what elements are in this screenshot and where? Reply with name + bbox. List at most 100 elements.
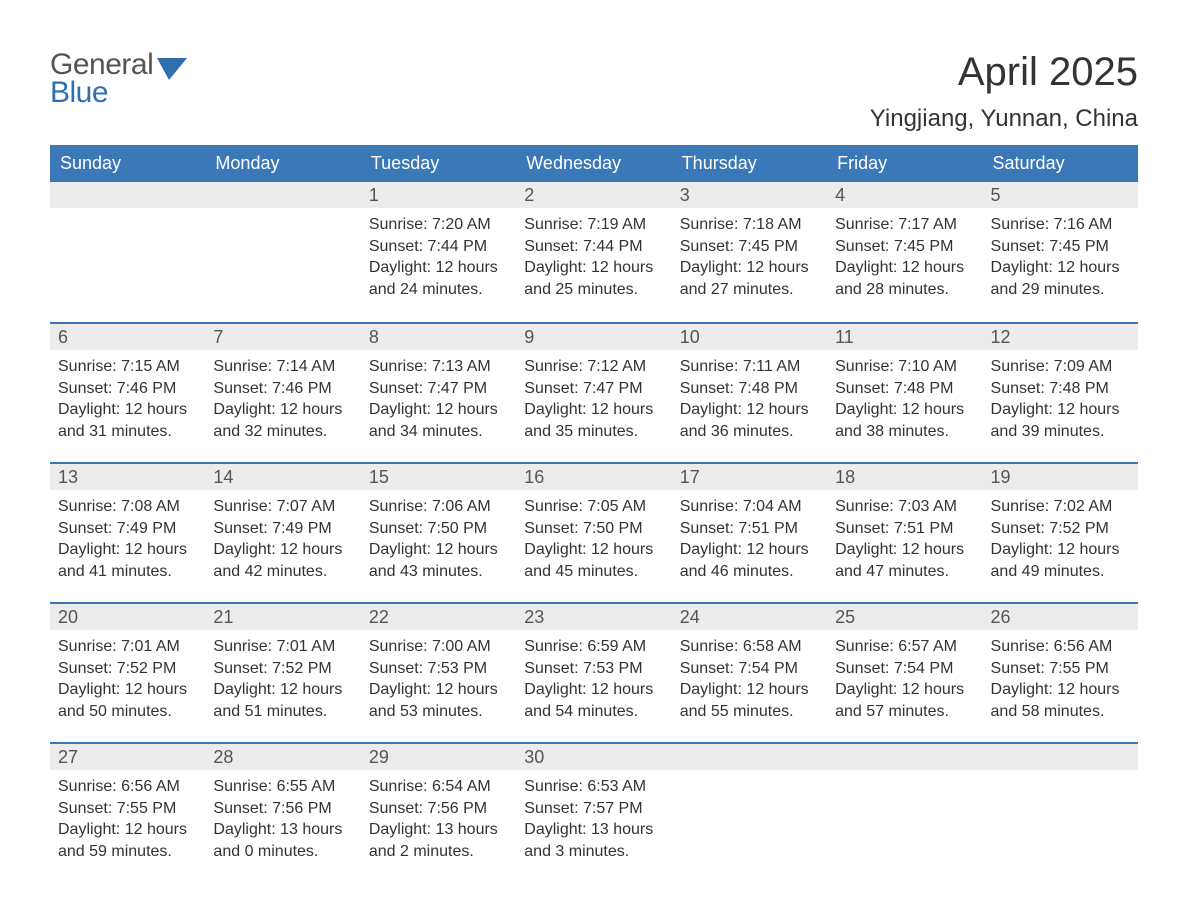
- day-sunset: Sunset: 7:47 PM: [369, 378, 508, 400]
- day-number: 23: [516, 604, 671, 630]
- day-body: Sunrise: 6:56 AMSunset: 7:55 PMDaylight:…: [983, 630, 1138, 738]
- calendar-cell: 20Sunrise: 7:01 AMSunset: 7:52 PMDayligh…: [50, 604, 205, 742]
- day-dl2: and 34 minutes.: [369, 421, 508, 443]
- day-dl2: and 51 minutes.: [213, 701, 352, 723]
- day-number: 13: [50, 464, 205, 490]
- day-body: Sunrise: 7:15 AMSunset: 7:46 PMDaylight:…: [50, 350, 205, 458]
- day-number: 10: [672, 324, 827, 350]
- calendar-cell: 9Sunrise: 7:12 AMSunset: 7:47 PMDaylight…: [516, 324, 671, 462]
- day-sunset: Sunset: 7:44 PM: [369, 236, 508, 258]
- day-dl2: and 25 minutes.: [524, 279, 663, 301]
- calendar-week: 27Sunrise: 6:56 AMSunset: 7:55 PMDayligh…: [50, 742, 1138, 882]
- day-dl1: Daylight: 12 hours: [524, 257, 663, 279]
- day-sunrise: Sunrise: 7:15 AM: [58, 356, 197, 378]
- weekday-col-wed: Wednesday: [516, 145, 671, 182]
- calendar-cell: 3Sunrise: 7:18 AMSunset: 7:45 PMDaylight…: [672, 182, 827, 322]
- day-body: Sunrise: 6:56 AMSunset: 7:55 PMDaylight:…: [50, 770, 205, 878]
- day-body: Sunrise: 7:07 AMSunset: 7:49 PMDaylight:…: [205, 490, 360, 598]
- day-number: 5: [983, 182, 1138, 208]
- day-sunrise: Sunrise: 7:18 AM: [680, 214, 819, 236]
- day-dl1: Daylight: 12 hours: [680, 539, 819, 561]
- calendar-cell: 2Sunrise: 7:19 AMSunset: 7:44 PMDaylight…: [516, 182, 671, 322]
- day-number: 16: [516, 464, 671, 490]
- calendar-cell-blank: [827, 744, 982, 882]
- weekday-col-fri: Friday: [827, 145, 982, 182]
- day-body: Sunrise: 7:03 AMSunset: 7:51 PMDaylight:…: [827, 490, 982, 598]
- day-sunset: Sunset: 7:49 PM: [58, 518, 197, 540]
- weekday-col-tue: Tuesday: [361, 145, 516, 182]
- day-dl1: Daylight: 12 hours: [58, 399, 197, 421]
- day-number: 3: [672, 182, 827, 208]
- day-number: 20: [50, 604, 205, 630]
- day-body: Sunrise: 6:58 AMSunset: 7:54 PMDaylight:…: [672, 630, 827, 738]
- day-body: Sunrise: 7:18 AMSunset: 7:45 PMDaylight:…: [672, 208, 827, 316]
- day-body: Sunrise: 7:16 AMSunset: 7:45 PMDaylight:…: [983, 208, 1138, 316]
- day-number: [672, 744, 827, 770]
- day-body: [827, 770, 982, 792]
- day-dl1: Daylight: 12 hours: [524, 399, 663, 421]
- day-dl2: and 59 minutes.: [58, 841, 197, 863]
- day-sunset: Sunset: 7:56 PM: [369, 798, 508, 820]
- calendar-grid: Sunday Monday Tuesday Wednesday Thursday…: [50, 145, 1138, 882]
- day-number: 18: [827, 464, 982, 490]
- day-dl2: and 53 minutes.: [369, 701, 508, 723]
- day-sunrise: Sunrise: 7:03 AM: [835, 496, 974, 518]
- weekday-col-mon: Monday: [205, 145, 360, 182]
- day-body: Sunrise: 7:13 AMSunset: 7:47 PMDaylight:…: [361, 350, 516, 458]
- day-body: Sunrise: 7:01 AMSunset: 7:52 PMDaylight:…: [205, 630, 360, 738]
- calendar-cell: 27Sunrise: 6:56 AMSunset: 7:55 PMDayligh…: [50, 744, 205, 882]
- day-dl1: Daylight: 12 hours: [991, 399, 1130, 421]
- day-sunrise: Sunrise: 7:13 AM: [369, 356, 508, 378]
- day-number: 27: [50, 744, 205, 770]
- day-number: 12: [983, 324, 1138, 350]
- title-block: April 2025 Yingjiang, Yunnan, China: [870, 50, 1138, 133]
- day-number: 6: [50, 324, 205, 350]
- weekday-col-sun: Sunday: [50, 145, 205, 182]
- day-dl2: and 46 minutes.: [680, 561, 819, 583]
- day-number: 14: [205, 464, 360, 490]
- day-body: Sunrise: 6:53 AMSunset: 7:57 PMDaylight:…: [516, 770, 671, 878]
- day-dl2: and 27 minutes.: [680, 279, 819, 301]
- day-dl2: and 54 minutes.: [524, 701, 663, 723]
- day-dl2: and 57 minutes.: [835, 701, 974, 723]
- logo-text: General Blue: [50, 50, 153, 108]
- calendar-cell: 16Sunrise: 7:05 AMSunset: 7:50 PMDayligh…: [516, 464, 671, 602]
- day-body: [205, 208, 360, 230]
- day-number: 22: [361, 604, 516, 630]
- calendar-cell-blank: [983, 744, 1138, 882]
- day-body: Sunrise: 7:17 AMSunset: 7:45 PMDaylight:…: [827, 208, 982, 316]
- day-body: Sunrise: 7:09 AMSunset: 7:48 PMDaylight:…: [983, 350, 1138, 458]
- calendar-cell: 15Sunrise: 7:06 AMSunset: 7:50 PMDayligh…: [361, 464, 516, 602]
- day-sunrise: Sunrise: 6:59 AM: [524, 636, 663, 658]
- calendar-cell: 28Sunrise: 6:55 AMSunset: 7:56 PMDayligh…: [205, 744, 360, 882]
- day-sunset: Sunset: 7:45 PM: [680, 236, 819, 258]
- logo-line2: Blue: [50, 78, 153, 108]
- day-dl2: and 55 minutes.: [680, 701, 819, 723]
- calendar-week: 1Sunrise: 7:20 AMSunset: 7:44 PMDaylight…: [50, 182, 1138, 322]
- calendar-cell: 8Sunrise: 7:13 AMSunset: 7:47 PMDaylight…: [361, 324, 516, 462]
- day-sunset: Sunset: 7:54 PM: [680, 658, 819, 680]
- day-sunset: Sunset: 7:45 PM: [991, 236, 1130, 258]
- day-sunset: Sunset: 7:54 PM: [835, 658, 974, 680]
- day-number: 7: [205, 324, 360, 350]
- day-body: Sunrise: 7:02 AMSunset: 7:52 PMDaylight:…: [983, 490, 1138, 598]
- day-dl1: Daylight: 12 hours: [991, 539, 1130, 561]
- calendar-week: 13Sunrise: 7:08 AMSunset: 7:49 PMDayligh…: [50, 462, 1138, 602]
- calendar-cell-blank: [50, 182, 205, 322]
- day-body: Sunrise: 7:01 AMSunset: 7:52 PMDaylight:…: [50, 630, 205, 738]
- day-dl2: and 45 minutes.: [524, 561, 663, 583]
- day-number: 24: [672, 604, 827, 630]
- day-dl1: Daylight: 12 hours: [58, 679, 197, 701]
- day-sunset: Sunset: 7:48 PM: [835, 378, 974, 400]
- day-dl1: Daylight: 12 hours: [835, 399, 974, 421]
- day-dl1: Daylight: 12 hours: [991, 679, 1130, 701]
- calendar-cell-blank: [672, 744, 827, 882]
- day-sunrise: Sunrise: 7:01 AM: [58, 636, 197, 658]
- day-sunset: Sunset: 7:56 PM: [213, 798, 352, 820]
- day-body: Sunrise: 7:06 AMSunset: 7:50 PMDaylight:…: [361, 490, 516, 598]
- page-header: General Blue April 2025 Yingjiang, Yunna…: [50, 50, 1138, 133]
- day-sunset: Sunset: 7:52 PM: [991, 518, 1130, 540]
- day-number: 9: [516, 324, 671, 350]
- day-sunrise: Sunrise: 7:02 AM: [991, 496, 1130, 518]
- day-dl1: Daylight: 12 hours: [680, 679, 819, 701]
